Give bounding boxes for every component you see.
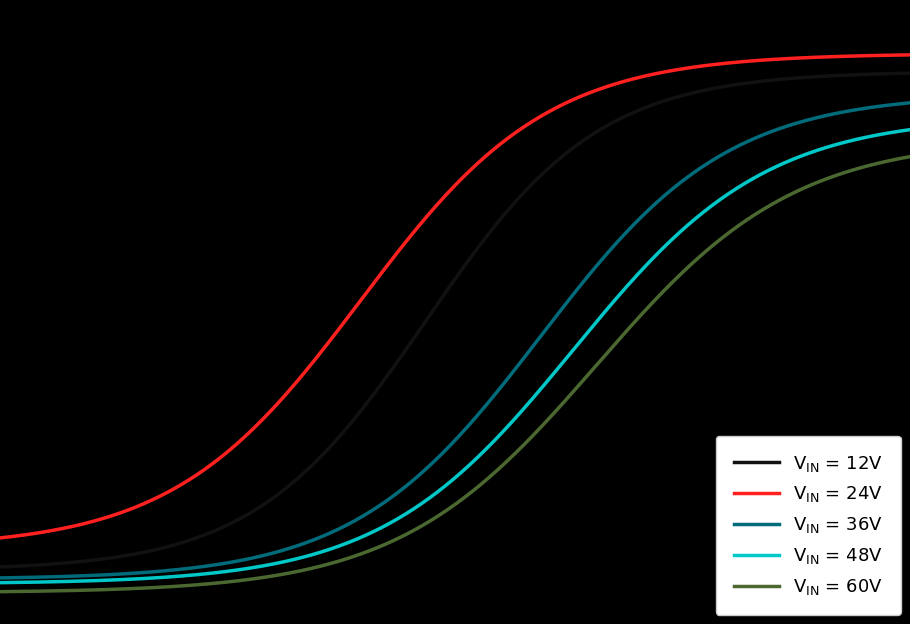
V$_{\mathregular{IN}}$ = 36V [50,573,61,580]
V$_{\mathregular{IN}}$ = 36V [547,318,558,325]
Line: V$_{\mathregular{IN}}$ = 36V: V$_{\mathregular{IN}}$ = 36V [0,103,910,578]
V$_{\mathregular{IN}}$ = 48V [547,371,558,379]
V$_{\mathregular{IN}}$ = 60V [684,261,695,269]
V$_{\mathregular{IN}}$ = 48V [50,578,61,585]
V$_{\mathregular{IN}}$ = 12V [523,184,534,192]
V$_{\mathregular{IN}}$ = 12V [574,139,585,147]
V$_{\mathregular{IN}}$ = 60V [0,588,5,595]
V$_{\mathregular{IN}}$ = 36V [0,574,5,582]
V$_{\mathregular{IN}}$ = 24V [778,55,789,62]
V$_{\mathregular{IN}}$ = 60V [547,411,558,419]
V$_{\mathregular{IN}}$ = 48V [778,160,789,167]
V$_{\mathregular{IN}}$ = 12V [905,69,910,77]
V$_{\mathregular{IN}}$ = 36V [778,124,789,131]
Legend: V$_{\mathregular{IN}}$ = 12V, V$_{\mathregular{IN}}$ = 24V, V$_{\mathregular{IN}: V$_{\mathregular{IN}}$ = 12V, V$_{\mathr… [715,436,901,615]
V$_{\mathregular{IN}}$ = 60V [50,587,61,595]
Line: V$_{\mathregular{IN}}$ = 12V: V$_{\mathregular{IN}}$ = 12V [0,73,910,567]
V$_{\mathregular{IN}}$ = 24V [50,526,61,534]
V$_{\mathregular{IN}}$ = 24V [574,93,585,100]
V$_{\mathregular{IN}}$ = 48V [574,338,585,346]
Line: V$_{\mathregular{IN}}$ = 24V: V$_{\mathregular{IN}}$ = 24V [0,55,910,538]
V$_{\mathregular{IN}}$ = 36V [523,348,534,356]
V$_{\mathregular{IN}}$ = 60V [523,436,534,444]
V$_{\mathregular{IN}}$ = 60V [905,153,910,160]
V$_{\mathregular{IN}}$ = 48V [684,219,695,227]
V$_{\mathregular{IN}}$ = 60V [574,381,585,388]
V$_{\mathregular{IN}}$ = 24V [0,534,5,542]
V$_{\mathregular{IN}}$ = 24V [684,64,695,71]
Line: V$_{\mathregular{IN}}$ = 48V: V$_{\mathregular{IN}}$ = 48V [0,130,910,583]
V$_{\mathregular{IN}}$ = 48V [905,126,910,134]
V$_{\mathregular{IN}}$ = 24V [523,120,534,128]
V$_{\mathregular{IN}}$ = 36V [574,283,585,290]
V$_{\mathregular{IN}}$ = 36V [905,99,910,107]
V$_{\mathregular{IN}}$ = 24V [547,106,558,114]
V$_{\mathregular{IN}}$ = 12V [0,563,5,571]
V$_{\mathregular{IN}}$ = 48V [0,579,5,587]
Line: V$_{\mathregular{IN}}$ = 60V: V$_{\mathregular{IN}}$ = 60V [0,157,910,592]
V$_{\mathregular{IN}}$ = 36V [684,172,695,179]
V$_{\mathregular{IN}}$ = 12V [778,76,789,83]
V$_{\mathregular{IN}}$ = 60V [778,194,789,202]
V$_{\mathregular{IN}}$ = 12V [547,161,558,168]
V$_{\mathregular{IN}}$ = 24V [905,51,910,59]
V$_{\mathregular{IN}}$ = 12V [50,560,61,567]
V$_{\mathregular{IN}}$ = 12V [684,90,695,97]
V$_{\mathregular{IN}}$ = 48V [523,399,534,407]
